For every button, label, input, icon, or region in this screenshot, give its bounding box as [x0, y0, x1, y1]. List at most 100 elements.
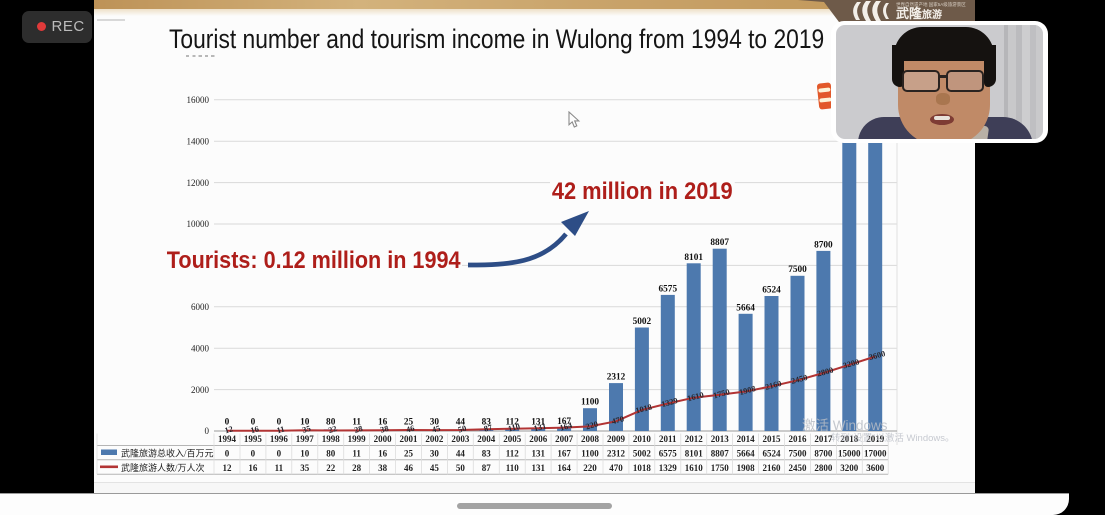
svg-text:1750: 1750 — [711, 463, 730, 473]
svg-text:16: 16 — [378, 418, 388, 428]
svg-text:武隆旅游: 武隆旅游 — [896, 6, 942, 21]
svg-text:8807: 8807 — [711, 448, 730, 458]
svg-text:112: 112 — [505, 418, 519, 428]
svg-text:2450: 2450 — [789, 463, 808, 473]
svg-text:0: 0 — [277, 448, 282, 458]
svg-text:28: 28 — [352, 463, 362, 473]
svg-text:2015: 2015 — [763, 434, 782, 444]
svg-text:8700: 8700 — [814, 240, 833, 250]
svg-text:30: 30 — [430, 418, 440, 428]
svg-text:10000: 10000 — [187, 219, 210, 229]
svg-text:220: 220 — [583, 463, 597, 473]
svg-text:3200: 3200 — [840, 463, 859, 473]
svg-text:2160: 2160 — [763, 463, 782, 473]
svg-text:0: 0 — [251, 448, 256, 458]
svg-text:16: 16 — [248, 463, 258, 473]
svg-text:2000: 2000 — [191, 385, 210, 395]
svg-text:2002: 2002 — [425, 434, 444, 444]
svg-text:164: 164 — [559, 421, 573, 433]
svg-text:2450: 2450 — [790, 373, 808, 386]
svg-text:世界自然遗产地 国家5A级旅游景区: 世界自然遗产地 国家5A级旅游景区 — [896, 1, 966, 8]
svg-text:1908: 1908 — [737, 463, 756, 473]
svg-text:2019: 2019 — [866, 434, 885, 444]
svg-text:1908: 1908 — [738, 384, 756, 397]
svg-text:164: 164 — [557, 463, 571, 473]
svg-text:35: 35 — [300, 463, 310, 473]
svg-text:87: 87 — [482, 463, 492, 473]
svg-text:1998: 1998 — [322, 434, 341, 444]
svg-text:131: 131 — [531, 448, 545, 458]
svg-text:0: 0 — [205, 426, 210, 436]
svg-text:2004: 2004 — [477, 434, 496, 444]
svg-text:6575: 6575 — [659, 284, 678, 294]
svg-text:0: 0 — [277, 418, 282, 428]
svg-text:2017: 2017 — [814, 434, 833, 444]
svg-text:1995: 1995 — [244, 434, 263, 444]
svg-text:8700: 8700 — [814, 448, 833, 458]
svg-text:2011: 2011 — [659, 434, 677, 444]
svg-text:2800: 2800 — [816, 366, 834, 379]
svg-text:1018: 1018 — [635, 402, 653, 415]
svg-text:17000: 17000 — [864, 448, 887, 458]
svg-text:3600: 3600 — [866, 463, 885, 473]
svg-text:5002: 5002 — [633, 317, 652, 327]
svg-text:2001: 2001 — [400, 434, 419, 444]
svg-text:30: 30 — [430, 448, 440, 458]
svg-text:2016: 2016 — [789, 434, 808, 444]
svg-text:16: 16 — [378, 448, 388, 458]
svg-text:11: 11 — [352, 448, 361, 458]
svg-text:2800: 2800 — [814, 463, 833, 473]
svg-text:2003: 2003 — [451, 434, 470, 444]
svg-text:10: 10 — [300, 448, 310, 458]
svg-text:50: 50 — [456, 463, 466, 473]
svg-text:11: 11 — [275, 463, 284, 473]
svg-text:44: 44 — [456, 418, 466, 428]
svg-text:11: 11 — [352, 418, 361, 428]
svg-text:0: 0 — [225, 448, 230, 458]
svg-text:3600: 3600 — [868, 349, 886, 362]
svg-text:8101: 8101 — [685, 448, 704, 458]
svg-text:35: 35 — [301, 424, 311, 435]
svg-text:10: 10 — [300, 418, 310, 428]
svg-text:131: 131 — [531, 418, 545, 428]
svg-text:80: 80 — [326, 418, 336, 428]
svg-text:167: 167 — [557, 417, 571, 427]
svg-text:1329: 1329 — [660, 396, 678, 409]
svg-text:50: 50 — [457, 424, 467, 435]
svg-text:1329: 1329 — [659, 463, 678, 473]
svg-text:1994: 1994 — [218, 434, 237, 444]
svg-text:3200: 3200 — [842, 357, 860, 370]
svg-text:16: 16 — [250, 424, 260, 435]
svg-text:1610: 1610 — [685, 463, 704, 473]
svg-text:22: 22 — [326, 463, 336, 473]
svg-text:2010: 2010 — [633, 434, 652, 444]
svg-text:2006: 2006 — [529, 434, 548, 444]
svg-text:2000: 2000 — [374, 434, 393, 444]
svg-text:2008: 2008 — [581, 434, 600, 444]
svg-text:0: 0 — [251, 418, 256, 428]
svg-text:6524: 6524 — [762, 286, 781, 296]
svg-text:8101: 8101 — [684, 253, 703, 263]
svg-text:110: 110 — [506, 463, 520, 473]
svg-text:2160: 2160 — [764, 379, 782, 392]
svg-text:83: 83 — [482, 418, 492, 428]
svg-text:12: 12 — [223, 463, 233, 473]
svg-text:6524: 6524 — [763, 448, 782, 458]
svg-text:25: 25 — [404, 448, 414, 458]
svg-text:1018: 1018 — [633, 463, 652, 473]
svg-text:2005: 2005 — [503, 434, 522, 444]
svg-text:2012: 2012 — [685, 434, 704, 444]
svg-text:6000: 6000 — [191, 302, 210, 312]
svg-text:470: 470 — [609, 463, 623, 473]
svg-text:45: 45 — [431, 424, 441, 435]
svg-text:5664: 5664 — [736, 303, 755, 313]
svg-text:12: 12 — [224, 424, 234, 435]
svg-text:2312: 2312 — [607, 448, 626, 458]
svg-text:25: 25 — [404, 418, 414, 428]
svg-text:1999: 1999 — [348, 434, 367, 444]
svg-text:83: 83 — [482, 448, 492, 458]
svg-text:6575: 6575 — [659, 448, 678, 458]
svg-text:1100: 1100 — [581, 448, 599, 458]
svg-text:4000: 4000 — [191, 343, 210, 353]
svg-text:5002: 5002 — [633, 448, 652, 458]
